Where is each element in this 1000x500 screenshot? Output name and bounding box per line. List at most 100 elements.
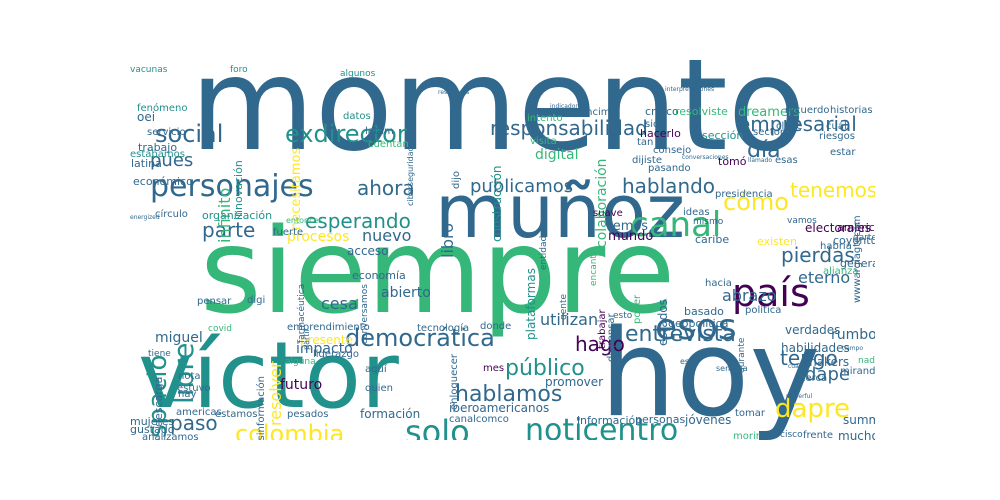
word-95: consejo: [653, 145, 692, 156]
word-38: libro: [438, 222, 457, 258]
word-161: descarga: [152, 376, 165, 427]
word-155: nota: [178, 371, 201, 382]
word-166: wwwargiagtecom: [852, 215, 863, 303]
word-127: hacia: [705, 278, 732, 289]
word-137: economía: [352, 269, 406, 282]
word-66: summit: [843, 413, 875, 427]
word-82: algunos: [340, 69, 376, 79]
word-2: víctor: [138, 322, 399, 429]
word-186: cuales: [788, 363, 808, 370]
word-119: suave: [593, 208, 623, 219]
word-159: aquí: [365, 364, 387, 375]
word-138: conversamos: [360, 284, 370, 344]
word-88: intento: [527, 113, 563, 124]
word-99: recuerdo: [785, 105, 830, 116]
word-43: colaboración: [594, 158, 610, 248]
word-149: mujeres: [130, 415, 175, 428]
word-87: visita: [530, 136, 557, 147]
word-140: mes: [483, 363, 505, 374]
word-170: tiene: [148, 349, 171, 359]
word-157: estuvo: [177, 383, 211, 394]
word-0: momento: [190, 60, 807, 180]
word-171: alguna: [285, 357, 316, 367]
word-47: dreamers: [738, 105, 801, 120]
word-41: nuevo: [362, 226, 412, 245]
word-36: dape: [805, 364, 850, 385]
word-73: latina: [131, 157, 162, 170]
word-102: sectores: [753, 127, 796, 138]
word-61: promover: [545, 375, 604, 389]
word-97: pasando: [648, 163, 691, 174]
word-144: tomar: [735, 408, 766, 419]
word-79: trabajo: [138, 141, 178, 154]
word-153: estamos: [215, 409, 258, 420]
word-156: hay: [178, 389, 197, 400]
word-115: existen: [757, 235, 797, 248]
word-117: ideas: [683, 207, 710, 218]
word-37: publicamos: [470, 176, 574, 197]
word-62: jóvenes: [685, 413, 732, 427]
word-179: resultados: [438, 89, 470, 96]
word-24: ahora: [357, 176, 415, 200]
word-77: vacunas: [130, 65, 168, 75]
word-113: habría: [820, 241, 852, 252]
word-67: mucho: [838, 429, 875, 440]
word-22: entrevista: [625, 322, 736, 347]
word-15: responsabilidad: [490, 116, 648, 140]
word-81: datos: [343, 111, 371, 122]
word-57: plataformas: [524, 268, 538, 340]
word-181: interpretaciones: [665, 86, 715, 93]
word-104: cuál: [826, 121, 847, 132]
word-143: personas: [635, 413, 686, 426]
word-125: poder: [632, 294, 643, 324]
word-55: cesa: [321, 294, 358, 313]
word-35: día: [747, 138, 781, 163]
word-163: digi: [247, 295, 266, 306]
word-52: procesos: [287, 229, 350, 245]
word-29: pierdas: [781, 243, 855, 267]
word-83: latam: [365, 126, 394, 137]
word-150: gustado: [130, 423, 175, 436]
word-46: digital: [535, 147, 579, 163]
word-5: personajes: [150, 169, 314, 204]
word-183: llamado: [748, 157, 773, 164]
word-101: clave: [776, 121, 803, 132]
word-72: económico: [133, 175, 193, 188]
word-59: formación: [360, 407, 421, 421]
word-177: ese: [680, 357, 695, 366]
word-21: público: [505, 356, 585, 381]
word-187: energized: [130, 214, 160, 221]
word-58: impacto: [296, 341, 353, 357]
word-30: resolver: [266, 361, 285, 426]
word-100: historias: [830, 105, 873, 116]
word-32: hago: [575, 332, 625, 356]
word-148: cerca: [800, 373, 828, 384]
word-10: esos: [655, 307, 737, 348]
word-27: parte: [202, 218, 256, 242]
word-45: construcción: [490, 165, 504, 242]
word-134: emprendimiento: [287, 322, 370, 333]
word-168: partir: [302, 328, 311, 350]
word-141: canalcomco: [449, 414, 509, 425]
word-53: acceso: [347, 244, 389, 258]
word-110: américa: [837, 221, 875, 234]
word-111: generar: [840, 257, 875, 270]
word-114: alianza: [823, 266, 859, 277]
word-152: americas: [176, 407, 222, 418]
word-116: caribe: [695, 233, 730, 246]
word-121: encanta: [589, 249, 599, 286]
word-178: entonces: [286, 216, 323, 225]
word-51: futuro: [280, 377, 323, 393]
word-133: donde: [480, 321, 512, 332]
word-142: información: [577, 414, 643, 427]
word-68: mundo: [608, 229, 654, 244]
word-54: abierto: [381, 285, 431, 301]
word-108: electorales: [805, 221, 871, 235]
word-65: makers: [805, 355, 850, 369]
word-176: vamos: [787, 216, 817, 226]
word-6: canal: [630, 205, 722, 245]
word-98: resolviste: [675, 105, 728, 118]
word-69: vemos: [605, 219, 649, 234]
word-48: eterno: [798, 268, 851, 287]
word-23: esperando: [305, 209, 411, 233]
